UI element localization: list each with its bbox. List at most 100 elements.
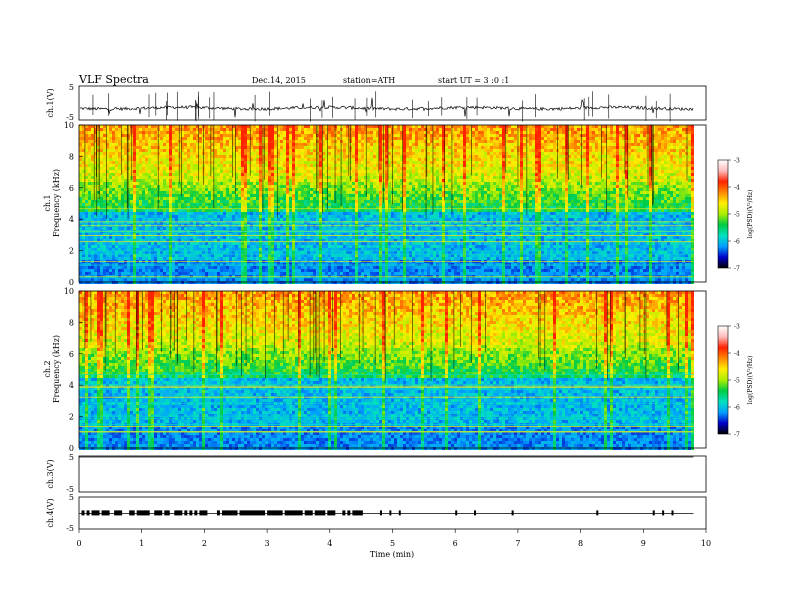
spectrogram-cell [271,161,274,164]
spectrogram-cell [256,128,259,131]
spectrogram-cell [241,227,244,230]
spectrogram-cell [253,155,256,158]
spectrogram-cell [142,179,145,182]
spectrogram-cell [313,188,316,191]
spectrogram-cell [91,137,94,140]
spectrogram-cell [103,158,106,161]
spectrogram-cell [124,140,127,143]
spectrogram-cell [217,251,220,254]
spectrogram-cell [121,152,124,155]
spectrogram-cell [208,269,211,272]
spectrogram-cell [184,128,187,131]
spectrogram-cell [289,125,292,128]
spectrogram-cell [307,158,310,161]
spectrogram-cell [280,257,283,260]
spectrogram-cell [226,131,229,134]
spectrogram-cell [346,143,349,146]
spectrogram-cell [103,227,106,230]
spectrogram-cell [271,185,274,188]
spectrogram-cell [124,203,127,206]
spectrogram-cell [262,170,265,173]
spectrogram-cell [304,131,307,134]
spectrogram-cell [262,149,265,152]
spectrogram-cell [142,152,145,155]
spectrogram-cell [112,158,115,161]
spectrogram-cell [139,176,142,179]
spectrogram-cell [85,248,88,251]
spectrogram-cell [82,245,85,248]
spectrogram-cell [94,242,97,245]
spectrogram-cell [106,200,109,203]
spectrogram-cell [256,167,259,170]
spectrogram-cell [223,203,226,206]
spectrogram-cell [121,140,124,143]
spectrogram-cell [262,173,265,176]
spectrogram-cell [127,254,130,257]
spectrogram-cell [100,188,103,191]
spectrogram-cell [106,266,109,269]
spectrogram-cell [340,125,343,128]
spectrogram-cell [106,149,109,152]
spectrogram-cell [349,227,352,230]
spectrogram-cell [160,218,163,221]
spectrogram-cell [208,173,211,176]
spectrogram-cell [145,269,148,272]
spectrogram-cell [91,134,94,137]
spectrogram-cell [97,143,100,146]
spectrogram-cell [322,137,325,140]
spectrogram-cell [319,152,322,155]
spectrogram-cell [184,206,187,209]
spectrogram-cell [100,242,103,245]
spectrogram-cell [172,128,175,131]
spectrogram-cell [301,167,304,170]
spectrogram-cell [349,221,352,224]
spectrogram-cell [151,239,154,242]
spectrogram-cell [319,257,322,260]
spectrogram-cell [241,170,244,173]
spectrogram-cell [112,188,115,191]
spectrogram-cell [229,266,232,269]
spectrogram-cell [82,257,85,260]
spectrogram-cell [286,239,289,242]
spectrogram-cell [331,257,334,260]
spectrogram-cell [331,143,334,146]
spectrogram-cell [187,185,190,188]
spectrogram-cell [100,236,103,239]
spectrogram-cell [340,176,343,179]
spectrogram-cell [235,173,238,176]
spectrogram-cell [322,221,325,224]
spectrogram-cell [295,245,298,248]
spectrogram-cell [229,215,232,218]
spectrogram-cell [220,266,223,269]
spectrogram-cell [253,206,256,209]
spectrogram-cell [154,194,157,197]
spectrogram-cell [124,248,127,251]
spectrogram-cell [256,179,259,182]
spectrogram-cell [124,227,127,230]
spectrogram-cell [79,128,82,131]
spectrogram-cell [259,185,262,188]
spectrogram-cell [286,209,289,212]
spectrogram-cell [247,197,250,200]
spectrogram-cell [127,263,130,266]
spectrogram-cell [358,125,361,128]
spectrogram-cell [343,212,346,215]
spectrogram-cell [88,209,91,212]
spectrogram-cell [229,128,232,131]
spectrogram-cell [199,200,202,203]
spectrogram-cell [139,134,142,137]
spectrogram-cell [217,221,220,224]
spectrogram-cell [121,173,124,176]
spectrogram-cell [106,251,109,254]
spectrogram-cell [340,197,343,200]
spectrogram-cell [106,182,109,185]
spectrogram-cell [229,134,232,137]
spectrogram-cell [202,272,205,275]
spectrogram-cell [109,206,112,209]
spectrogram-cell [301,140,304,143]
spectrogram-cell [346,155,349,158]
spectrogram-cell [100,197,103,200]
spectrogram-cell [214,155,217,158]
spectrogram-cell [280,128,283,131]
spectrogram-cell [226,128,229,131]
